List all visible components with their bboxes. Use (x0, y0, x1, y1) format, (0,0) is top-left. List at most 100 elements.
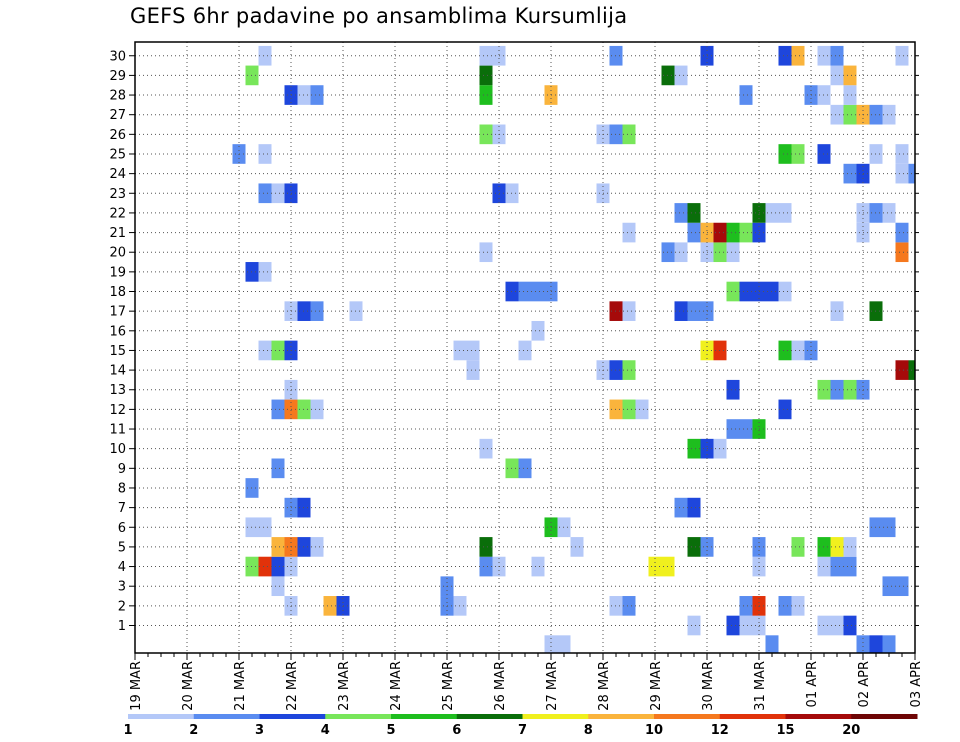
x-tick-label: 23 MAR (337, 661, 352, 711)
precip-cell (271, 537, 285, 557)
cells-layer (232, 45, 915, 653)
precip-cell (791, 144, 805, 164)
precip-cell (843, 85, 857, 105)
precip-cell (726, 379, 740, 400)
y-tick-label: 7 (118, 501, 126, 516)
y-tick-label: 30 (109, 49, 126, 64)
y-tick-label: 11 (109, 423, 126, 438)
precip-cell (518, 458, 532, 479)
x-tick-label: 02 APR (857, 661, 872, 707)
y-tick-label: 3 (118, 580, 126, 595)
precip-cell (479, 242, 493, 263)
precip-cell (830, 615, 844, 636)
precip-cell (843, 163, 857, 184)
precip-cell (479, 65, 493, 86)
y-tick-label: 26 (109, 128, 126, 143)
precip-cell (310, 399, 324, 420)
precip-cell (674, 203, 688, 223)
y-tick-label: 15 (109, 344, 126, 359)
precip-cell (310, 301, 324, 321)
legend-swatch (325, 714, 392, 719)
legend-label: 10 (645, 723, 663, 738)
y-tick-label: 13 (109, 383, 126, 398)
y-tick-label: 28 (109, 89, 126, 104)
precip-cell (310, 85, 324, 105)
precip-cell (778, 596, 792, 616)
precip-cell (726, 615, 740, 636)
precip-cell (778, 144, 792, 164)
precip-cell (726, 222, 740, 243)
y-tick-label: 16 (109, 324, 126, 339)
precip-cell (843, 615, 857, 636)
precip-cell (557, 635, 571, 653)
legend-swatch (259, 714, 326, 719)
y-tick-label: 2 (118, 599, 126, 614)
precip-cell (622, 360, 636, 380)
precip-cell (739, 85, 753, 105)
x-tick-label: 26 MAR (493, 661, 508, 711)
precip-cell (531, 556, 545, 577)
precip-cell (674, 242, 688, 263)
precip-cell (778, 399, 792, 420)
precip-cell (882, 635, 896, 653)
precip-cell (258, 183, 272, 204)
precip-cell (843, 537, 857, 557)
precip-cell (869, 635, 883, 653)
precip-cell (895, 45, 909, 66)
precip-cell (791, 596, 805, 616)
legend-label: 8 (584, 723, 593, 738)
y-tick-label: 22 (109, 206, 126, 221)
y-tick-label: 27 (109, 108, 126, 123)
x-axis: 19 MAR 20 MAR 21 MAR 22 MAR 23 MAR 24 MAR 25 M… (129, 653, 924, 711)
precip-cell (544, 635, 558, 653)
precip-cell (258, 45, 272, 66)
y-tick-label: 17 (109, 305, 126, 320)
legend-swatch (522, 714, 589, 719)
precip-cell (258, 340, 272, 361)
legend-swatch (128, 714, 195, 719)
precip-cell (726, 242, 740, 263)
precip-cell (622, 399, 636, 420)
x-tick-label: 25 MAR (441, 661, 456, 711)
precip-cell (791, 537, 805, 557)
precip-cell (518, 281, 532, 302)
legend-label: 4 (321, 723, 330, 738)
precip-cell (622, 596, 636, 616)
precip-cell (778, 281, 792, 302)
precip-cell (687, 537, 701, 557)
precip-cell (726, 281, 740, 302)
precip-cell (687, 222, 701, 243)
legend-swatch (654, 714, 721, 719)
x-tick-label: 27 MAR (545, 661, 560, 711)
y-tick-label: 9 (118, 462, 126, 477)
legend-label: 12 (711, 723, 729, 738)
x-tick-label: 03 APR (909, 661, 924, 707)
legend-label: 15 (776, 723, 794, 738)
precip-cell (479, 85, 493, 105)
x-tick-label: 30 MAR (701, 661, 716, 711)
precip-cell (739, 419, 753, 439)
precip-cell (895, 360, 909, 380)
precip-cell (687, 301, 701, 321)
precip-cell (687, 615, 701, 636)
precip-cell (531, 320, 545, 341)
x-tick-label: 21 MAR (233, 661, 248, 711)
y-tick-label: 1 (118, 619, 126, 634)
precip-cell (258, 517, 272, 538)
precip-cell (479, 537, 493, 557)
precip-cell (830, 301, 844, 321)
precip-cell (687, 497, 701, 518)
y-tick-label: 12 (109, 403, 126, 418)
precip-cell (830, 45, 844, 66)
precip-cell (739, 281, 753, 302)
legend: 1 2 3 4 5 6 7 8 10 12 15 20 (123, 714, 918, 738)
precip-cell (778, 340, 792, 361)
y-tick-label: 8 (118, 481, 126, 496)
precip-cell (739, 596, 753, 616)
precip-cell (895, 242, 909, 263)
y-axis: 1234567891011121314151617181920212223242… (109, 49, 919, 634)
legend-swatch (588, 714, 655, 719)
precip-cell (830, 104, 844, 125)
precip-cell (882, 517, 896, 538)
